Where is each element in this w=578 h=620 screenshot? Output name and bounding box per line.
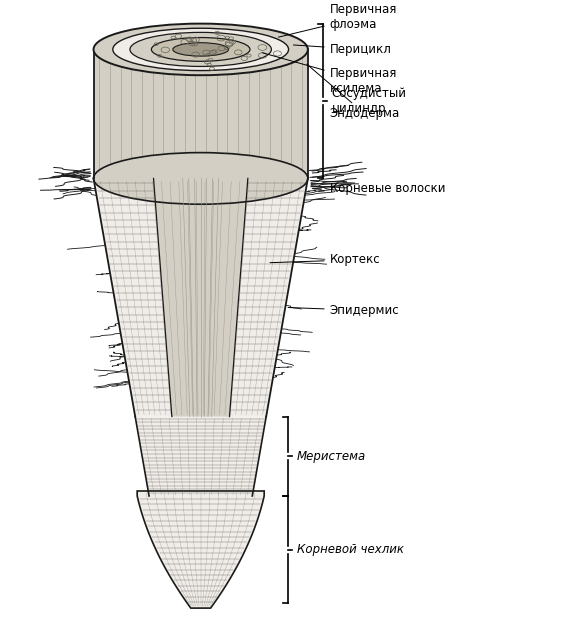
Text: Первичная
ксилема: Первичная ксилема: [262, 53, 397, 95]
Ellipse shape: [113, 29, 288, 71]
Text: Эндодерма: Эндодерма: [307, 64, 400, 120]
Polygon shape: [135, 417, 266, 496]
Ellipse shape: [173, 43, 228, 56]
Polygon shape: [94, 179, 308, 417]
Ellipse shape: [130, 32, 272, 66]
Text: Корневые волоски: Корневые волоски: [318, 182, 445, 195]
Text: Перицикл: Перицикл: [294, 43, 391, 56]
Text: Кортекс: Кортекс: [270, 254, 380, 266]
Polygon shape: [154, 179, 248, 417]
Ellipse shape: [94, 24, 308, 75]
Text: Сосудистый
цилиндр: Сосудистый цилиндр: [332, 87, 407, 115]
Polygon shape: [94, 50, 308, 179]
Text: Корневой чехлик: Корневой чехлик: [297, 543, 404, 556]
Text: Меристема: Меристема: [297, 450, 366, 463]
Ellipse shape: [94, 153, 308, 204]
Polygon shape: [137, 491, 264, 608]
Text: Эпидермис: Эпидермис: [288, 304, 399, 317]
Ellipse shape: [151, 38, 250, 61]
Text: Первичная
флоэма: Первичная флоэма: [279, 2, 397, 37]
